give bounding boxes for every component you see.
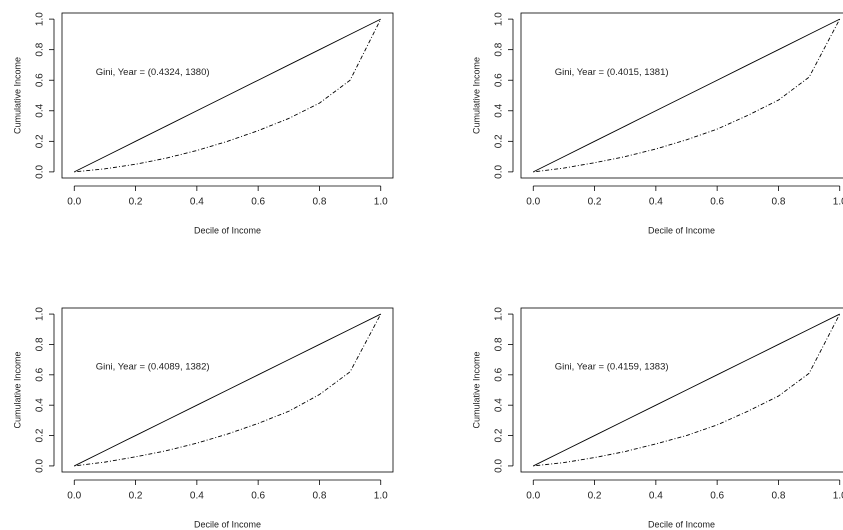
x-axis-label: Decile of Income — [648, 225, 715, 235]
y-tick-label: 1.0 — [494, 307, 505, 321]
y-tick-label: 0.6 — [35, 367, 46, 381]
plot-frame — [61, 307, 394, 473]
y-axis-label: Cumulative Income — [471, 351, 481, 428]
y-tick-label: 0.4 — [494, 398, 505, 412]
y-axis-label: Cumulative Income — [12, 57, 22, 134]
plot-frame — [61, 12, 394, 179]
y-tick-label: 0.2 — [35, 134, 46, 148]
x-tick-label: 1.0 — [833, 491, 843, 502]
x-tick-label: 0.8 — [312, 491, 326, 502]
y-tick-label: 0.0 — [35, 459, 46, 473]
lorenz-line — [533, 313, 840, 467]
x-tick-label: 0.2 — [129, 197, 143, 208]
lorenz-line — [533, 18, 841, 173]
x-tick-label: 0.8 — [771, 491, 785, 502]
x-tick-label: 1.0 — [833, 197, 843, 208]
x-tick-label: 0.2 — [129, 491, 143, 502]
annotation: Gini, Year = (0.4324, 1380) — [96, 67, 210, 78]
x-tick-label: 0.0 — [526, 491, 540, 502]
y-tick-label: 0.2 — [494, 428, 505, 442]
y-tick-label: 0.4 — [35, 398, 46, 412]
y-tick-label: 0.0 — [35, 165, 46, 179]
x-tick-label: 0.0 — [526, 197, 540, 208]
x-tick-label: 0.0 — [67, 491, 81, 502]
x-tick-label: 0.2 — [588, 197, 602, 208]
lorenz-line — [533, 313, 841, 467]
y-axis-label: Cumulative Income — [471, 57, 481, 134]
y-tick-label: 0.2 — [35, 428, 46, 442]
x-tick-label: 0.6 — [251, 491, 265, 502]
lorenz-line — [533, 18, 840, 173]
y-tick-label: 0.6 — [494, 367, 505, 381]
y-tick-label: 0.8 — [35, 42, 46, 56]
x-tick-label: 1.0 — [374, 491, 388, 502]
x-tick-label: 0.2 — [588, 491, 602, 502]
x-tick-label: 0.6 — [710, 491, 724, 502]
y-tick-label: 0.4 — [494, 103, 505, 117]
x-tick-label: 0.6 — [710, 197, 724, 208]
x-axis-label: Decile of Income — [648, 519, 715, 529]
x-tick-label: 0.4 — [190, 491, 204, 502]
lorenz-line — [74, 18, 381, 173]
annotation: Gini, Year = (0.4089, 1382) — [96, 362, 210, 373]
x-tick-label: 0.4 — [190, 197, 204, 208]
y-tick-label: 0.4 — [35, 103, 46, 117]
annotation: Gini, Year = (0.4015, 1381) — [555, 67, 669, 78]
lorenz-line — [74, 313, 381, 467]
y-tick-label: 0.0 — [494, 459, 505, 473]
x-tick-label: 0.4 — [649, 491, 663, 502]
x-tick-label: 1.0 — [374, 197, 388, 208]
y-tick-label: 0.8 — [35, 337, 46, 351]
lorenz-line — [74, 18, 382, 173]
x-tick-label: 0.0 — [67, 197, 81, 208]
plot-frame — [520, 12, 843, 179]
y-tick-label: 0.6 — [494, 73, 505, 87]
x-tick-label: 0.6 — [251, 197, 265, 208]
x-axis-label: Decile of Income — [194, 519, 261, 529]
y-tick-label: 0.6 — [35, 73, 46, 87]
y-tick-label: 1.0 — [35, 12, 46, 26]
y-tick-label: 0.8 — [494, 42, 505, 56]
plot-frame — [520, 307, 843, 473]
x-axis-label: Decile of Income — [194, 225, 261, 235]
x-tick-label: 0.8 — [771, 197, 785, 208]
x-tick-label: 0.8 — [312, 197, 326, 208]
y-tick-label: 1.0 — [494, 12, 505, 26]
annotation: Gini, Year = (0.4159, 1383) — [555, 362, 669, 373]
y-axis-label: Cumulative Income — [12, 351, 22, 428]
y-tick-label: 0.0 — [494, 165, 505, 179]
y-tick-label: 1.0 — [35, 307, 46, 321]
x-tick-label: 0.4 — [649, 197, 663, 208]
y-tick-label: 0.2 — [494, 134, 505, 148]
lorenz-line — [74, 313, 382, 467]
y-tick-label: 0.8 — [494, 337, 505, 351]
